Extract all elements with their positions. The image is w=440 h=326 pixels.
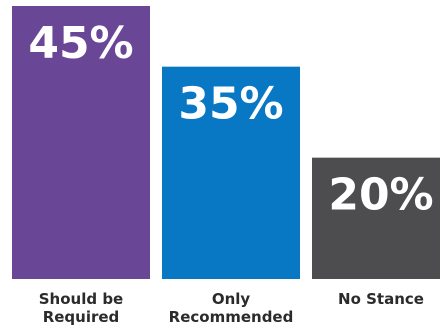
value-label-should-be-required: 45% <box>28 18 133 69</box>
category-label-line: Only <box>212 290 251 308</box>
value-label-no-stance: 20% <box>328 170 433 221</box>
value-label-only-recommended: 35% <box>178 79 283 130</box>
category-label-no-stance: No Stance <box>338 290 424 308</box>
category-label-line: Recommended <box>169 308 294 326</box>
bar-no-stance <box>312 157 440 279</box>
category-label-line: No Stance <box>338 290 424 308</box>
category-label-line: Should be <box>39 290 123 308</box>
bar-should-be-required <box>12 6 150 279</box>
category-labels-group: Should be Required Only Recommended No Stanc… <box>39 290 424 326</box>
category-label-only-recommended: Only Recommended <box>169 290 294 326</box>
category-label-should-be-required: Should be Required <box>39 290 123 326</box>
value-labels-group: 45% 35% 20% <box>28 18 433 221</box>
bar-only-recommended <box>162 66 300 280</box>
bars-group <box>12 6 440 280</box>
category-label-line: Required <box>43 308 120 326</box>
